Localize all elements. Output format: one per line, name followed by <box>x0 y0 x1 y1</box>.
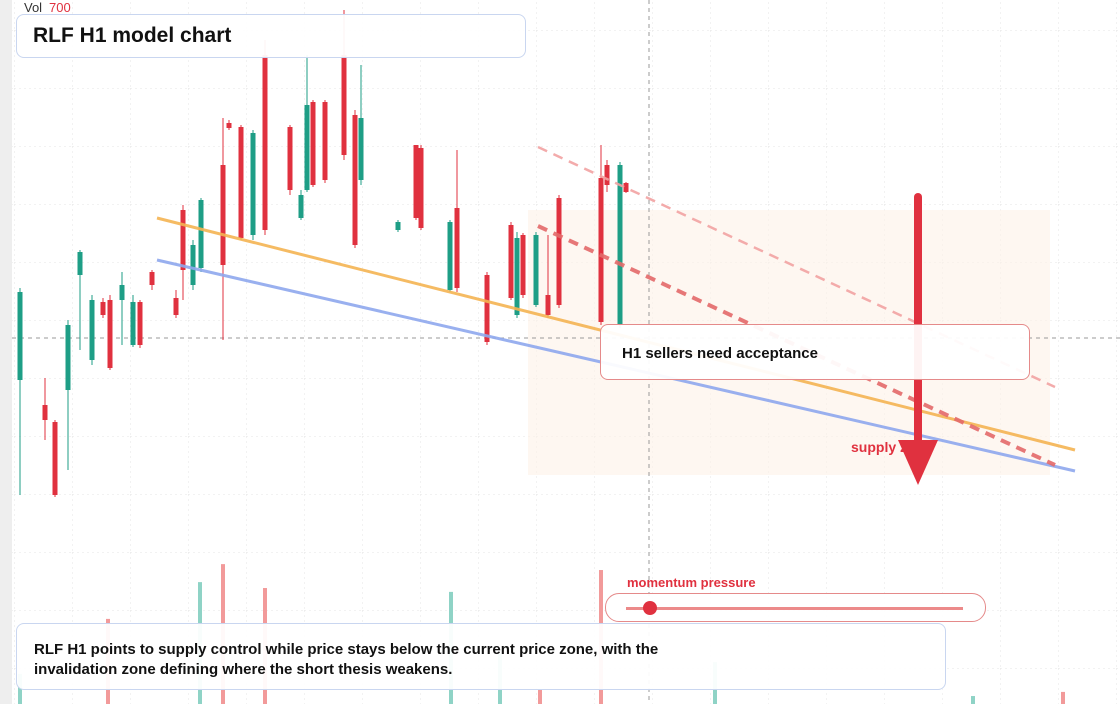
candle-body <box>262 55 268 230</box>
candle-body <box>358 118 364 180</box>
candle-body <box>190 245 196 285</box>
candle-body <box>107 300 113 368</box>
annotation: H1 sellers need acceptance <box>600 324 1030 380</box>
candle-body <box>447 222 453 290</box>
candle-body <box>119 285 125 300</box>
candle-body <box>304 105 310 190</box>
candle-body <box>484 275 490 342</box>
volume-label: Vol <box>24 0 42 15</box>
candle-body <box>137 302 143 345</box>
candle-body <box>604 165 610 185</box>
candle-body <box>220 165 226 265</box>
candle-body <box>508 225 514 298</box>
volume-bar <box>971 696 975 704</box>
candle-body <box>298 195 304 218</box>
arrow-head <box>898 440 938 485</box>
candle-body <box>514 238 520 315</box>
candle-body <box>52 422 58 495</box>
candle-body <box>341 55 347 155</box>
candle-body <box>77 252 83 275</box>
candle-body <box>413 145 419 218</box>
momentum-slider[interactable] <box>605 593 986 622</box>
slider-track <box>626 607 963 610</box>
candle-body <box>352 115 358 245</box>
candle-body <box>533 235 539 305</box>
volume-bar <box>538 689 542 704</box>
candle-body <box>545 295 551 315</box>
momentum-label: momentum pressure <box>627 575 756 590</box>
volume-bar <box>1061 691 1065 704</box>
candle-body <box>89 300 95 360</box>
candle-body <box>617 165 623 325</box>
candle-body <box>17 292 23 380</box>
volume-max: 700 <box>49 0 71 15</box>
candle-body <box>454 208 460 288</box>
candle-body <box>149 272 155 285</box>
candle-body <box>322 102 328 180</box>
candle-body <box>250 133 256 235</box>
candle-body <box>598 178 604 322</box>
candle-body <box>418 148 424 228</box>
candle-body <box>42 405 48 420</box>
chart-title: RLF H1 model chart <box>16 14 526 58</box>
candle-body <box>310 102 316 185</box>
candle-body <box>180 210 186 270</box>
candle-body <box>238 127 244 238</box>
caption-text: RLF H1 points to supply control while pr… <box>34 641 659 678</box>
slider-knob[interactable] <box>643 601 657 615</box>
trend-line <box>537 145 1056 389</box>
candle-body <box>395 222 401 230</box>
trend-line <box>537 224 1056 467</box>
candle-body <box>198 200 204 268</box>
candle-body <box>287 127 293 190</box>
candle-body <box>65 325 71 390</box>
candle-body <box>173 298 179 315</box>
candle-body <box>520 235 526 295</box>
side-strip <box>0 0 12 704</box>
candle-body <box>226 123 232 128</box>
candle-layer <box>17 10 629 497</box>
candle-body <box>130 302 136 345</box>
candle-body <box>556 198 562 305</box>
caption: RLF H1 points to supply control while pr… <box>16 623 946 690</box>
candle-body <box>100 302 106 315</box>
candle-body <box>623 183 629 192</box>
